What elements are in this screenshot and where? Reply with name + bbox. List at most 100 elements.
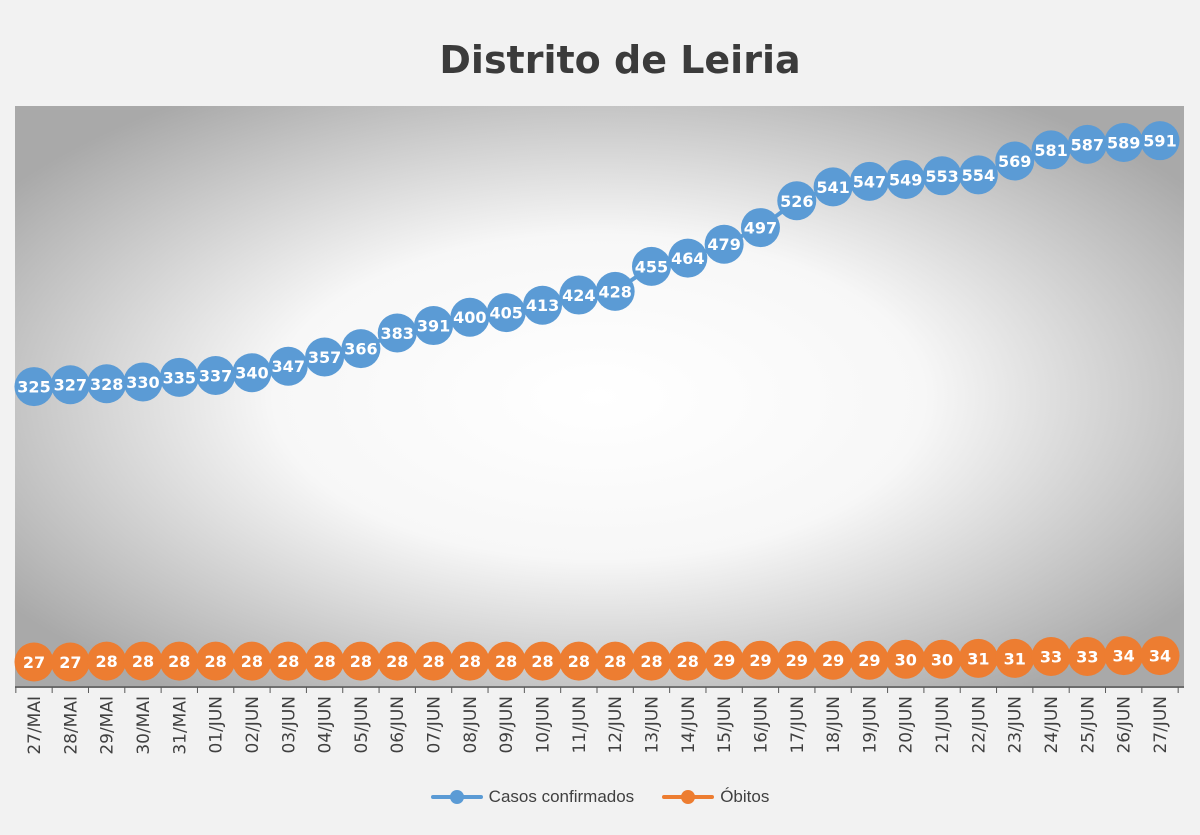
legend-swatch-casos (430, 790, 483, 804)
data-point (1104, 636, 1144, 676)
data-label: 28 (531, 652, 553, 671)
data-point (1140, 636, 1180, 676)
data-point (123, 362, 163, 402)
data-label: 581 (1034, 141, 1067, 160)
data-label: 464 (671, 249, 704, 268)
data-point (414, 641, 454, 681)
data-label: 29 (713, 651, 735, 670)
data-point (377, 641, 417, 681)
data-point (232, 641, 272, 681)
data-point (849, 161, 889, 201)
data-point (232, 353, 272, 393)
data-label: 28 (677, 652, 699, 671)
x-tick-label: 09/JUN (497, 696, 517, 754)
x-tick-label: 23/JUN (1006, 696, 1026, 754)
data-label: 325 (17, 378, 50, 397)
series-obitos: 27 27 28 28 28 28 28 28 28 28 28 28 28 28 28 28 28 28 28 29… (14, 636, 1180, 682)
legend-item-obitos: Óbitos (662, 787, 769, 807)
data-point (341, 329, 381, 369)
data-label: 29 (786, 651, 808, 670)
data-point (159, 357, 199, 397)
data-label: 428 (598, 282, 631, 301)
x-tick-label: 27/JUN (1151, 696, 1171, 754)
data-label: 383 (381, 324, 414, 343)
data-point (50, 642, 90, 682)
data-point (1067, 636, 1107, 676)
data-label: 526 (780, 192, 813, 211)
data-point (886, 639, 926, 679)
data-point (486, 641, 526, 681)
data-point (777, 181, 817, 221)
data-point (595, 271, 635, 311)
data-label: 327 (54, 376, 87, 395)
data-point (704, 224, 744, 264)
data-point (958, 638, 998, 678)
x-tick-label: 01/JUN (207, 696, 227, 754)
data-label: 357 (308, 348, 341, 367)
data-label: 33 (1076, 647, 1098, 666)
x-tick-label: 31/MAI (170, 696, 190, 755)
data-point (559, 275, 599, 315)
x-tick-label: 03/JUN (279, 696, 299, 754)
data-point (849, 640, 889, 680)
data-label: 31 (967, 649, 989, 668)
data-label: 554 (962, 166, 995, 185)
data-point (886, 160, 926, 200)
data-label: 28 (386, 652, 408, 671)
data-label: 28 (96, 652, 118, 671)
data-point (268, 641, 308, 681)
data-label: 34 (1149, 647, 1171, 666)
data-point (704, 640, 744, 680)
x-tick-label: 13/JUN (642, 696, 662, 754)
data-point (559, 641, 599, 681)
x-tick-label: 18/JUN (824, 696, 844, 754)
x-tick-label: 27/MAI (25, 696, 45, 755)
legend-item-casos: Casos confirmados (430, 787, 635, 807)
plot-background (15, 106, 1184, 688)
data-point (631, 246, 671, 286)
data-point (305, 337, 345, 377)
data-label: 29 (822, 651, 844, 670)
data-point (377, 313, 417, 353)
data-label: 391 (417, 317, 450, 336)
data-point (813, 640, 853, 680)
x-tick-label: 06/JUN (388, 696, 408, 754)
x-tick-label: 22/JUN (969, 696, 989, 754)
data-point (1067, 124, 1107, 164)
data-point (740, 208, 780, 248)
data-label: 28 (277, 652, 299, 671)
data-label: 28 (132, 652, 154, 671)
data-point (1031, 130, 1071, 170)
data-label: 28 (422, 652, 444, 671)
data-point (268, 346, 308, 386)
x-tick-label: 24/JUN (1042, 696, 1062, 754)
data-point (523, 285, 563, 325)
data-label: 34 (1113, 647, 1135, 666)
data-point (196, 641, 236, 681)
x-tick-label: 11/JUN (570, 696, 590, 754)
x-tick-label: 29/MAI (98, 696, 118, 755)
data-label: 33 (1040, 647, 1062, 666)
data-point (450, 641, 490, 681)
legend-label-casos: Casos confirmados (488, 787, 635, 806)
data-label: 28 (640, 652, 662, 671)
data-point (1140, 121, 1180, 161)
data-point (305, 641, 345, 681)
data-point (595, 641, 635, 681)
x-tick-label: 30/MAI (134, 696, 154, 755)
data-label: 340 (235, 364, 268, 383)
data-label: 589 (1107, 134, 1140, 153)
x-tick-label: 17/JUN (788, 696, 808, 754)
data-label: 366 (344, 340, 377, 359)
data-point (414, 306, 454, 346)
data-point (159, 641, 199, 681)
data-label: 479 (707, 235, 740, 254)
x-tick-label: 21/JUN (933, 696, 953, 754)
data-label: 413 (526, 296, 559, 315)
data-point (668, 238, 708, 278)
x-tick-label: 20/JUN (897, 696, 917, 754)
data-label: 27 (23, 653, 45, 672)
data-label: 553 (925, 167, 958, 186)
